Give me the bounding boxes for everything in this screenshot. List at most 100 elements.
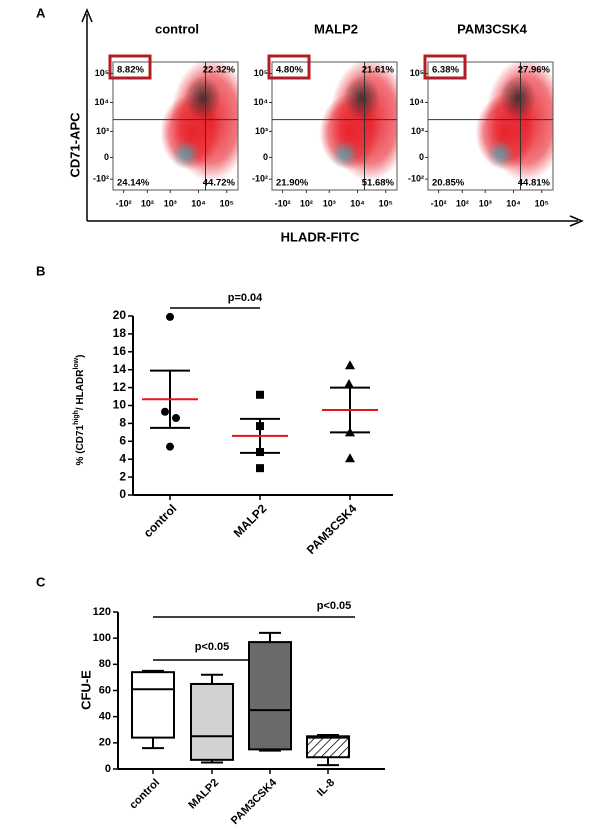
p-value: p=0.04	[228, 292, 263, 304]
cloud	[330, 140, 359, 169]
x-tick-label: PAM3CSK4	[304, 501, 360, 557]
x-tick-label: -10²	[431, 198, 447, 208]
y-tick-label: 10⁵	[95, 68, 109, 78]
x-tick-label: 10⁴	[350, 198, 364, 208]
y-tick-label: 0	[263, 152, 268, 162]
box	[306, 735, 350, 759]
quadrant-percent: 21.61%	[362, 65, 395, 76]
x-tick-label: PAM3CSK4	[229, 776, 280, 827]
y-tick-label: 0	[105, 763, 111, 775]
x-tick-label: MALP2	[231, 501, 270, 540]
panel-label: C	[36, 574, 46, 589]
quadrant-percent: 24.14%	[117, 178, 150, 189]
y-tick-label: 10⁴	[254, 97, 268, 107]
y-tick-label: 0	[104, 152, 109, 162]
y-tick-label: 14	[113, 362, 127, 376]
quadrant-percent: 8.82%	[117, 65, 144, 76]
y-tick-label: 8	[119, 416, 126, 430]
cloud	[486, 140, 515, 169]
label-part: / HLADR	[75, 369, 86, 410]
x-tick-label: 10⁴	[506, 198, 520, 208]
y-tick-label: 12	[113, 380, 127, 394]
x-axis-label: HLADR-FITC	[281, 229, 360, 244]
y-tick-label: 80	[99, 658, 111, 670]
plot-title: MALP2	[314, 21, 358, 36]
y-tick-label: 120	[93, 606, 111, 618]
x-tick-label: 10³	[323, 198, 336, 208]
y-tick-label: 100	[93, 632, 111, 644]
y-axis-label: % (CD71high/ HLADRlow)	[73, 355, 86, 466]
x-tick-label: 10³	[479, 198, 492, 208]
y-tick-label: 0	[119, 487, 126, 501]
y-tick-label: 0	[419, 152, 424, 162]
quadrant-percent: 4.80%	[276, 65, 303, 76]
quadrant-percent: 27.96%	[518, 65, 551, 76]
y-axis-label: CD71-APC	[67, 112, 82, 178]
point	[161, 407, 169, 416]
x-tick-label: MALP2	[186, 777, 221, 812]
x-tick-label: 10⁵	[535, 198, 549, 208]
y-tick-label: 10⁵	[410, 68, 424, 78]
cloud	[185, 75, 221, 120]
y-tick-label: 6	[119, 433, 126, 447]
y-tick-label: 18	[113, 326, 127, 340]
cloud	[171, 140, 200, 169]
x-tick-label: -10²	[275, 198, 291, 208]
y-axis-label: CFU-E	[78, 670, 93, 710]
y-tick-label: 10³	[255, 126, 268, 136]
x-arrow-head	[569, 215, 584, 227]
quadrant-percent: 22.32%	[203, 65, 236, 76]
quadrant-percent: 51.68%	[362, 178, 395, 189]
x-tick-label: control	[127, 777, 162, 812]
y-tick-label: -10²	[93, 174, 109, 184]
y-tick-label: -10²	[408, 174, 424, 184]
point	[172, 414, 180, 423]
plot-frame	[271, 61, 398, 191]
point	[345, 453, 355, 463]
quadrant-percent: 20.85%	[432, 178, 465, 189]
box	[248, 641, 292, 751]
quadrant-percent: 6.38%	[432, 65, 459, 76]
box	[131, 671, 175, 739]
p-value: p<0.05	[195, 641, 230, 653]
point	[166, 442, 174, 451]
x-tick-label: 10²	[141, 198, 154, 208]
y-tick-label: 20	[113, 308, 127, 322]
x-tick-label: 10²	[456, 198, 469, 208]
plot-frame	[112, 61, 239, 191]
y-tick-label: 2	[119, 469, 126, 483]
point	[256, 464, 264, 473]
label-part: % (CD71	[75, 424, 86, 465]
point	[166, 312, 174, 321]
y-arrow-head	[81, 8, 93, 23]
y-tick-label: 10³	[96, 126, 109, 136]
p-value: p<0.05	[317, 600, 352, 612]
y-tick-label: 10⁴	[95, 97, 109, 107]
y-tick-label: 10⁵	[254, 68, 268, 78]
y-tick-label: 60	[99, 684, 111, 696]
cloud	[500, 75, 536, 120]
panel-label: B	[36, 263, 45, 278]
highlight-box	[423, 54, 467, 80]
panel-label: A	[36, 5, 46, 20]
point	[256, 390, 264, 399]
x-tick-label: 10⁴	[191, 198, 205, 208]
y-tick-label: 20	[99, 737, 111, 749]
cloud	[344, 75, 380, 120]
plot-title: PAM3CSK4	[457, 21, 528, 36]
x-tick-label: 10²	[300, 198, 313, 208]
highlight-box	[108, 54, 152, 80]
y-tick-label: 16	[113, 344, 127, 358]
y-tick-label: 40	[99, 711, 111, 723]
quadrant-percent: 44.72%	[203, 178, 236, 189]
label-part: )	[75, 355, 86, 358]
label-sup: high	[73, 410, 80, 425]
quadrant-percent: 44.81%	[518, 178, 551, 189]
x-tick-label: -10²	[116, 198, 132, 208]
quadrant-percent: 21.90%	[276, 178, 309, 189]
x-tick-label: control	[141, 501, 180, 540]
y-tick-label: 10	[113, 398, 127, 412]
x-tick-label: 10⁵	[379, 198, 393, 208]
plot-title: control	[155, 21, 199, 36]
